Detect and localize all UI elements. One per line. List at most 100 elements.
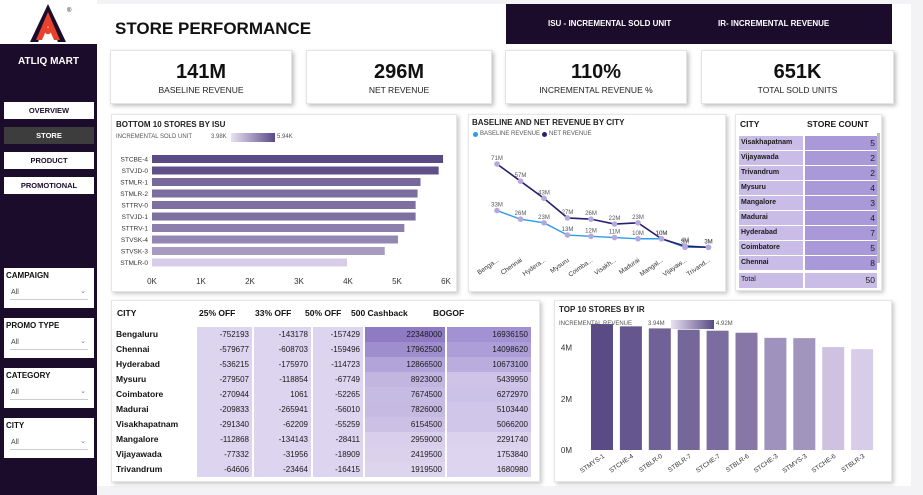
- abbreviation-legend: ISU - INCREMENTAL SOLD UNIT IR- INCREMEN…: [506, 4, 892, 44]
- nav-overview[interactable]: OVERVIEW: [4, 102, 94, 119]
- table-row: Vijayawada -77332 -31956 -18909 2419500 17538…: [113, 447, 533, 462]
- legend-baseline: BASELINE REVENUE: [480, 131, 541, 137]
- promo-type-filter[interactable]: PROMO TYPE All ⌄: [4, 318, 94, 358]
- data-point[interactable]: [541, 195, 547, 202]
- bar[interactable]: [677, 329, 700, 450]
- baseline-revenue-line[interactable]: [496, 209, 709, 249]
- nav-product[interactable]: PRODUCT: [4, 152, 94, 169]
- x-tick-label: Madurai: [618, 257, 641, 276]
- value-cell: 16936150: [447, 327, 531, 342]
- value-cell: -16415: [313, 462, 363, 477]
- data-point[interactable]: [588, 216, 594, 222]
- data-label: 10M: [656, 231, 668, 237]
- bar[interactable]: [591, 324, 613, 450]
- kpi-label: NET REVENUE: [368, 85, 430, 95]
- data-label: 27M: [562, 210, 574, 216]
- value-cell: 5066200: [447, 417, 531, 432]
- count-cell: 4: [805, 181, 877, 195]
- bar[interactable]: [793, 338, 816, 450]
- chevron-down-icon[interactable]: ⌄: [80, 438, 86, 445]
- table-row: Bengaluru -752193 -143178 -157429 22348000 16…: [113, 327, 533, 342]
- x-tick-label: STCHE-7: [695, 453, 722, 475]
- bar[interactable]: [764, 337, 787, 450]
- data-point[interactable]: [541, 220, 547, 226]
- value-cell: -77332: [197, 447, 252, 462]
- value-cell: -64606: [197, 462, 252, 477]
- chevron-down-icon[interactable]: ⌄: [80, 338, 86, 345]
- data-point[interactable]: [564, 232, 571, 238]
- kpi-value: 141M: [175, 61, 227, 83]
- x-tick-label: 0K: [147, 277, 157, 286]
- bar[interactable]: [706, 330, 729, 450]
- bar[interactable]: [619, 326, 642, 450]
- nav-store[interactable]: STORE: [4, 127, 94, 144]
- bar[interactable]: [735, 332, 758, 450]
- table-row: Mangalore 3: [739, 196, 877, 210]
- value-cell: -291340: [197, 417, 252, 432]
- nav-promotional[interactable]: PROMOTIONAL: [4, 177, 94, 194]
- x-tick-label: STBLR-6: [725, 453, 751, 474]
- scrollbar[interactable]: [877, 133, 880, 263]
- city-header: CITY: [740, 119, 760, 129]
- chevron-down-icon[interactable]: ⌄: [80, 388, 86, 395]
- data-label: 22M: [609, 216, 621, 222]
- data-point[interactable]: [494, 207, 500, 214]
- data-point[interactable]: [635, 220, 641, 226]
- total-label: Total: [739, 273, 803, 288]
- value-cell: 1919500: [365, 462, 445, 477]
- net-revenue-line[interactable]: [496, 163, 709, 249]
- data-point[interactable]: [564, 215, 571, 221]
- bar[interactable]: [152, 155, 444, 163]
- bar[interactable]: [822, 347, 845, 450]
- data-point[interactable]: [705, 244, 712, 251]
- data-point[interactable]: [588, 233, 594, 240]
- data-point[interactable]: [517, 216, 524, 222]
- bar[interactable]: [851, 349, 874, 450]
- data-point[interactable]: [611, 221, 618, 227]
- value-cell: 12866500: [365, 357, 445, 372]
- bar[interactable]: [152, 258, 348, 267]
- store-count-table: CITY STORE COUNT Visakhapatnam 5 Vijayawad…: [737, 117, 880, 289]
- table-row: Chennai -579677 -608703 -159496 17962500 1409…: [113, 342, 533, 357]
- city-cell: Hyderabad: [116, 359, 160, 369]
- category-filter[interactable]: CATEGORY All ⌄: [4, 368, 94, 408]
- panel-title: BASELINE AND NET REVENUE BY CITY: [472, 118, 625, 127]
- data-point[interactable]: [682, 243, 688, 249]
- bar[interactable]: [152, 178, 421, 186]
- data-label: 10M: [656, 231, 668, 237]
- bottom10-panel: BOTTOM 10 STORES BY ISU INCREMENTAL SOLD…: [111, 114, 457, 292]
- count-cell: 7: [805, 226, 877, 240]
- filter-title: CAMPAIGN: [6, 271, 49, 280]
- city-cell: Madurai: [739, 211, 803, 225]
- data-label: 12M: [585, 228, 597, 234]
- filter-underline: [10, 299, 88, 300]
- bar[interactable]: [152, 189, 418, 198]
- data-point[interactable]: [494, 161, 500, 167]
- data-point[interactable]: [635, 235, 641, 242]
- baseline-net-panel: BASELINE AND NET REVENUE BY CITY BASELIN…: [468, 114, 726, 292]
- data-point[interactable]: [658, 235, 665, 242]
- table-row: Mysuru -279507 -118854 -67749 8923000 5439950: [113, 372, 533, 387]
- x-tick-label: STBLR-0: [638, 453, 664, 474]
- data-point[interactable]: [611, 234, 618, 241]
- bar[interactable]: [152, 201, 416, 209]
- value-cell: -270944: [197, 387, 252, 402]
- value-cell: 6154500: [365, 417, 445, 432]
- bar[interactable]: [152, 247, 385, 255]
- value-cell: -536215: [197, 357, 252, 372]
- total-value: 50: [805, 273, 877, 288]
- kpi-card-total-sold-units: 651K TOTAL SOLD UNITS: [701, 50, 894, 104]
- data-point[interactable]: [517, 178, 524, 184]
- bar[interactable]: [152, 166, 439, 175]
- data-label: 3M: [681, 239, 689, 245]
- x-tick-label: 3K: [294, 277, 304, 286]
- category-label: STTRV-0: [121, 203, 148, 210]
- kpi-value: 110%: [570, 61, 622, 83]
- chevron-down-icon[interactable]: ⌄: [80, 288, 86, 295]
- campaign-filter[interactable]: CAMPAIGN All ⌄: [4, 268, 94, 308]
- bar[interactable]: [152, 212, 416, 221]
- bar[interactable]: [152, 224, 405, 232]
- bar[interactable]: [152, 235, 398, 244]
- bar[interactable]: [648, 328, 671, 450]
- city-filter[interactable]: CITY All ⌄: [4, 418, 94, 458]
